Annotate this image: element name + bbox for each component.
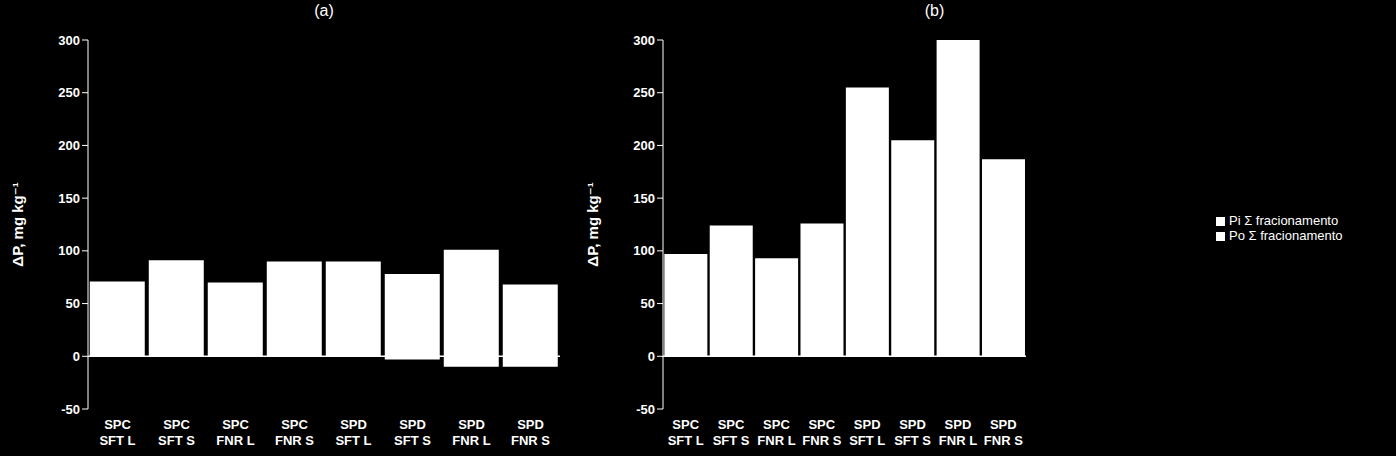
svg-text:FNR S: FNR S	[802, 433, 841, 448]
svg-text:FNR L: FNR L	[216, 433, 254, 448]
svg-text:50: 50	[641, 296, 655, 311]
svg-text:250: 250	[58, 85, 80, 100]
svg-text:SFT L: SFT L	[849, 433, 885, 448]
svg-text:0: 0	[73, 349, 80, 364]
svg-text:FNR L: FNR L	[452, 433, 490, 448]
svg-text:FNR L: FNR L	[757, 433, 795, 448]
svg-text:SFT S: SFT S	[394, 433, 431, 448]
svg-text:100: 100	[633, 243, 655, 258]
svg-text:200: 200	[633, 138, 655, 153]
svg-text:SFT L: SFT L	[99, 433, 135, 448]
html-text:(b): (b)	[924, 2, 945, 19]
svg-text:200: 200	[58, 138, 80, 153]
svg-text:0: 0	[648, 349, 655, 364]
svg-text:SPC: SPC	[163, 417, 190, 432]
html-text:Pi Σ fracionamento: Pi Σ fracionamento	[1229, 213, 1339, 228]
svg-text:ΔP, mg kg⁻¹: ΔP, mg kg⁻¹	[9, 182, 26, 266]
svg-text:FNR S: FNR S	[511, 433, 550, 448]
svg-text:SPD: SPD	[854, 417, 881, 432]
svg-text:SPC: SPC	[763, 417, 790, 432]
svg-text:SPC: SPC	[222, 417, 249, 432]
svg-text:FNR S: FNR S	[984, 433, 1023, 448]
svg-text:100: 100	[58, 243, 80, 258]
svg-text:250: 250	[633, 85, 655, 100]
svg-text:SPC: SPC	[281, 417, 308, 432]
html-text:(a): (a)	[314, 2, 334, 19]
svg-text:-50: -50	[636, 402, 655, 417]
svg-text:150: 150	[58, 191, 80, 206]
svg-text:SFT L: SFT L	[668, 433, 704, 448]
svg-text:300: 300	[58, 33, 80, 48]
svg-text:SPC: SPC	[808, 417, 835, 432]
svg-text:SPC: SPC	[104, 417, 131, 432]
html-text:Po Σ fracionamento: Po Σ fracionamento	[1229, 228, 1343, 243]
svg-text:SPD: SPD	[340, 417, 367, 432]
svg-text:50: 50	[66, 296, 80, 311]
svg-text:150: 150	[633, 191, 655, 206]
svg-text:SFT S: SFT S	[158, 433, 195, 448]
svg-text:SPD: SPD	[990, 417, 1017, 432]
svg-text:SPD: SPD	[517, 417, 544, 432]
svg-text:SFT S: SFT S	[713, 433, 750, 448]
svg-text:FNR S: FNR S	[275, 433, 314, 448]
svg-text:ΔP, mg kg⁻¹: ΔP, mg kg⁻¹	[584, 182, 601, 266]
svg-text:SPD: SPD	[899, 417, 926, 432]
svg-text:SPD: SPD	[945, 417, 972, 432]
svg-text:SFT L: SFT L	[335, 433, 371, 448]
svg-text:SPD: SPD	[458, 417, 485, 432]
svg-text:FNR L: FNR L	[939, 433, 977, 448]
svg-text:SFT S: SFT S	[894, 433, 931, 448]
svg-text:SPD: SPD	[399, 417, 426, 432]
svg-text:-50: -50	[61, 402, 80, 417]
svg-text:SPC: SPC	[718, 417, 745, 432]
svg-text:300: 300	[633, 33, 655, 48]
svg-text:SPC: SPC	[672, 417, 699, 432]
